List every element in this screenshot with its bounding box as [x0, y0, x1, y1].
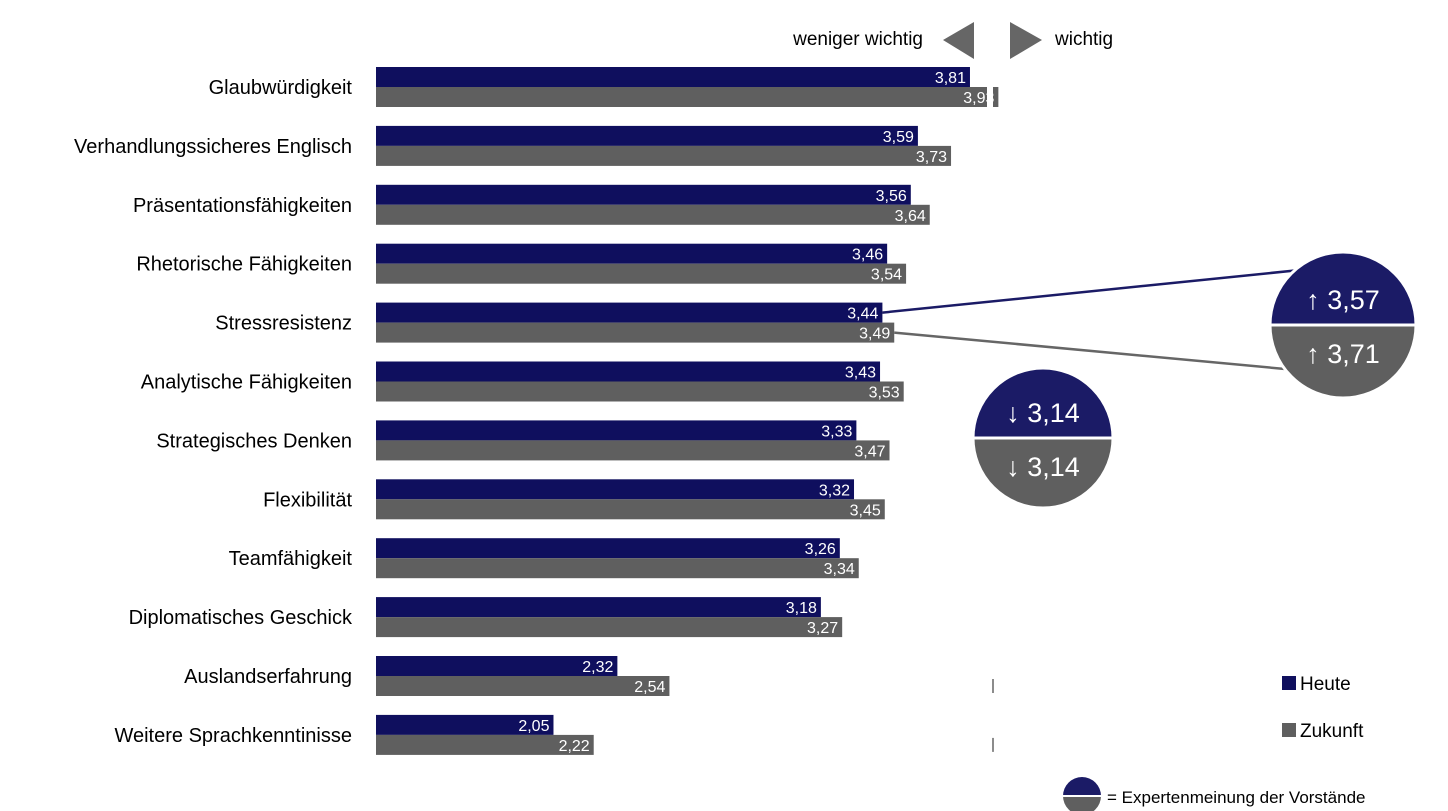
midpoint-gap	[987, 301, 993, 345]
header-left-label: weniger wichtig	[792, 29, 923, 50]
midpoint-gap	[987, 183, 993, 227]
value-label-heute: 3,32	[819, 482, 850, 499]
value-label-heute: 3,44	[847, 306, 878, 323]
value-label-heute: 2,32	[582, 659, 613, 676]
category-label: Flexibilität	[263, 489, 352, 511]
value-label-zukunft: 3,93	[963, 90, 994, 107]
value-label-zukunft: 2,54	[634, 679, 665, 696]
bar-heute	[376, 362, 880, 382]
category-label: Teamfähigkeit	[229, 548, 353, 570]
value-label-zukunft: 3,73	[916, 149, 947, 166]
bar-heute	[376, 185, 911, 205]
category-label: Verhandlungssicheres Englisch	[74, 136, 352, 158]
legend-label-heute: Heute	[1300, 674, 1351, 695]
bar-zukunft	[376, 323, 894, 343]
midpoint-gap	[987, 595, 993, 639]
bar-zukunft	[376, 146, 951, 166]
footnote-icon-bottom	[1063, 796, 1101, 811]
value-label-heute: 3,59	[883, 129, 914, 146]
value-label-heute: 3,56	[876, 188, 907, 205]
footnote-text: = Expertenmeinung der Vorstände	[1107, 788, 1365, 807]
category-label: Weitere Sprachkenntinisse	[114, 725, 352, 747]
bar-zukunft	[376, 676, 669, 696]
expert-callout: ↑ 3,57 ↑ 3,71	[1270, 252, 1416, 398]
bar-zukunft	[376, 499, 885, 519]
expert-callouts: ↑ 3,57 ↑ 3,71 ↓ 3,14 ↓ 3,14	[882, 252, 1416, 508]
bar-series	[376, 65, 998, 755]
bar-zukunft	[376, 440, 890, 460]
expert-callout: ↓ 3,14 ↓ 3,14	[973, 368, 1113, 508]
value-label-zukunft: 3,27	[807, 620, 838, 637]
footnote: = Expertenmeinung der Vorstände	[1063, 777, 1365, 811]
header-right-label: wichtig	[1054, 29, 1113, 50]
value-label-heute: 3,33	[821, 423, 852, 440]
value-label-zukunft: 3,54	[871, 267, 902, 284]
bar-heute	[376, 479, 854, 499]
bar-zukunft	[376, 264, 906, 284]
value-label-heute: 3,43	[845, 365, 876, 382]
callout-zukunft-value: ↑ 3,71	[1306, 339, 1380, 369]
callout-connector-heute	[882, 270, 1300, 313]
bar-zukunft	[376, 87, 998, 107]
value-label-zukunft: 2,22	[559, 738, 590, 755]
legend-swatch-zukunft	[1282, 723, 1296, 737]
bar-zukunft	[376, 382, 904, 402]
left-arrow-icon	[943, 22, 974, 59]
value-label-heute: 3,26	[805, 541, 836, 558]
legend: Heute Zukunft	[1282, 674, 1364, 742]
category-label: Präsentationsfähigkeiten	[133, 195, 352, 217]
value-label-zukunft: 3,45	[850, 502, 881, 519]
bar-heute	[376, 244, 887, 264]
value-label-zukunft: 3,47	[854, 443, 885, 460]
bar-zukunft	[376, 205, 930, 225]
callout-heute-value: ↓ 3,14	[1006, 398, 1080, 428]
callout-heute-value: ↑ 3,57	[1306, 285, 1380, 315]
value-labels: 3,81 3,93 3,593,73 3,56 3,64 3,46 3,54 3,44 3,49…	[518, 70, 994, 755]
bar-heute	[376, 303, 882, 323]
bar-heute	[376, 597, 821, 617]
midpoint-gap	[987, 536, 993, 580]
value-label-heute: 2,05	[518, 718, 549, 735]
category-label: Analytische Fähigkeiten	[141, 372, 352, 394]
chart-header: weniger wichtig wichtig	[792, 22, 1113, 59]
right-arrow-icon	[1010, 22, 1042, 59]
category-label: Stressresistenz	[215, 313, 352, 335]
bar-heute	[376, 538, 840, 558]
midpoint-gap	[987, 242, 993, 286]
legend-swatch-heute	[1282, 676, 1296, 690]
category-labels: Glaubwürdigkeit Verhandlungssicheres Engl…	[74, 77, 353, 747]
bar-heute	[376, 656, 617, 676]
category-label: Diplomatisches Geschick	[129, 607, 353, 629]
category-label: Strategisches Denken	[156, 430, 352, 452]
category-label: Auslandserfahrung	[184, 666, 352, 688]
callout-zukunft-value: ↓ 3,14	[1006, 452, 1080, 482]
value-label-zukunft: 3,64	[895, 208, 926, 225]
value-label-zukunft: 3,34	[824, 561, 855, 578]
legend-label-zukunft: Zukunft	[1300, 721, 1364, 742]
category-label: Glaubwürdigkeit	[209, 77, 353, 99]
value-label-heute: 3,81	[935, 70, 966, 87]
midpoint-gap	[987, 124, 993, 168]
value-label-heute: 3,46	[852, 247, 883, 264]
bar-heute	[376, 420, 856, 440]
category-label: Rhetorische Fähigkeiten	[136, 254, 352, 276]
bar-zukunft	[376, 558, 859, 578]
footnote-icon-top	[1063, 777, 1101, 796]
value-label-zukunft: 3,49	[859, 326, 890, 343]
callout-connector-zukunft	[894, 333, 1296, 370]
value-label-zukunft: 3,53	[869, 385, 900, 402]
bar-heute	[376, 126, 918, 146]
bar-zukunft	[376, 617, 842, 637]
bar-heute	[376, 67, 970, 87]
value-label-heute: 3,18	[786, 600, 817, 617]
